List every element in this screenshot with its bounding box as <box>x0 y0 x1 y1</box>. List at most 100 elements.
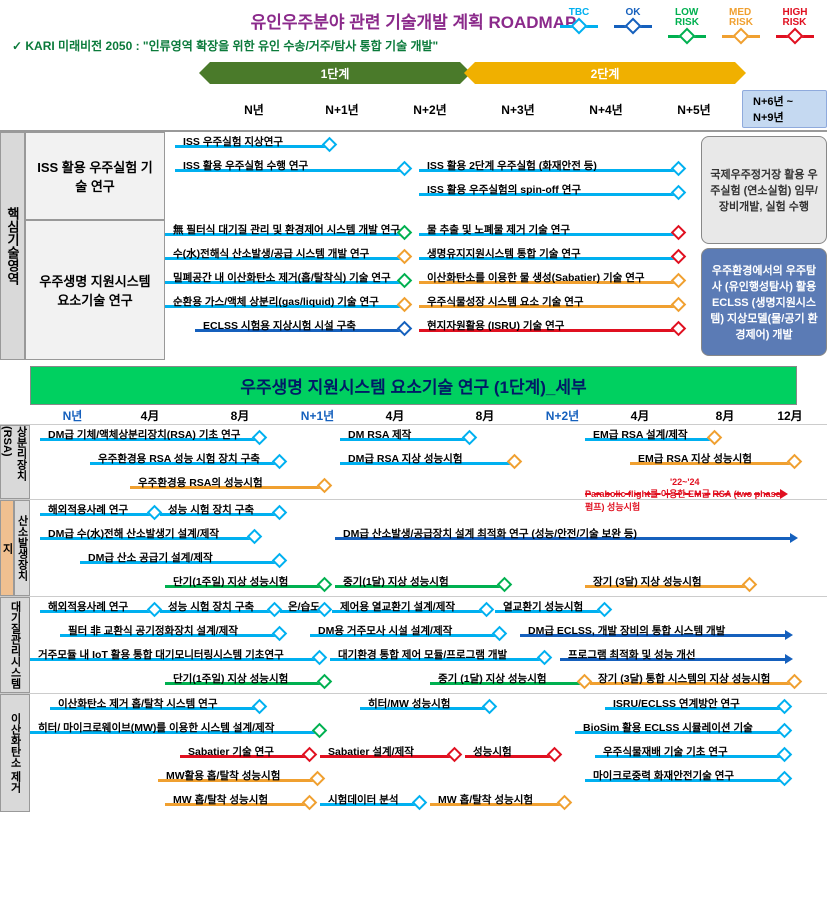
timeline-col: N+2년 <box>386 101 474 118</box>
milestone-diamond <box>479 602 495 618</box>
detail-section: 지산소발생장치해외적용사례 연구성능 시험 장치 구축DM급 수(水)전해 산소… <box>0 499 827 596</box>
timeline-label: 물 추출 및 노폐물 제거 기술 연구 <box>427 222 570 237</box>
timeline-label: 이산화탄소를 이용한 물 생성(Sabatier) 기술 연구 <box>427 270 645 285</box>
detail-col: 4月 <box>595 407 685 424</box>
detail-section: 대기질관리시스템 해외적용사례 연구 성능 시험 장치 구축 온/습도 제어용 열교환기… <box>0 596 827 693</box>
timeline-label: 열교환기 성능시험 <box>503 599 583 614</box>
detail-col: N년 <box>40 407 105 424</box>
timeline-col: N+3년 <box>474 101 562 118</box>
timeline-label: 이산화탄소 제거 홉/탈착 시스템 연구 <box>58 696 218 711</box>
detail-col: 8月 <box>195 407 285 424</box>
timeline-label: 중기(1달) 지상 성능시험 <box>343 574 449 589</box>
section-vlabel: 상분리장치(RSA) <box>0 425 30 499</box>
category-box: 우주생명 지원시스템 요소기술 연구 <box>25 220 165 360</box>
detail-col: 4月 <box>105 407 195 424</box>
annotation-note: '22~'24 <box>670 477 827 487</box>
milestone-diamond <box>302 795 318 811</box>
timeline-label: DM급 기체/액체상분리장치(RSA) 기초 연구 <box>48 427 240 442</box>
detail-area: 이산화탄소 제거 홉/탈착 시스템 연구 히터/MW 성능시험 ISRU/ECLSS… <box>30 694 827 812</box>
milestone-diamond <box>397 161 413 177</box>
milestone-diamond <box>742 577 758 593</box>
timeline-label: 해외적용사례 연구 <box>48 599 128 614</box>
milestone-diamond <box>322 137 338 153</box>
future-column: 국제우주정거장 활용 우주실험 (연소실험) 임무/장비개발, 실험 수행우주환… <box>697 132 827 360</box>
top-rows-area: ISS 우주실험 지상연구ISS 활용 우주실험 수행 연구ISS 활용 2단계… <box>165 132 697 360</box>
milestone-diamond <box>397 321 413 337</box>
timeline-label: 성능시험 <box>473 744 512 759</box>
timeline-label: 필터 非 교환식 공기정화장치 설계/제작 <box>68 623 238 638</box>
milestone-diamond <box>272 553 288 569</box>
timeline-label: ISS 활용 우주실험의 spin-off 연구 <box>427 182 581 197</box>
detail-col: 12月 <box>765 407 815 424</box>
timeline-col: N+5년 <box>650 101 738 118</box>
timeline-label: 온/습도 <box>288 599 320 614</box>
timeline-label: 제어용 열교환기 설계/제작 <box>340 599 455 614</box>
legend-item: TBC <box>559 8 599 42</box>
arrow-end-icon <box>785 630 793 640</box>
timeline-label: 히터/ 마이크로웨이브(MW)를 이용한 시스템 설계/제작 <box>38 720 274 735</box>
milestone-diamond <box>671 225 687 241</box>
timeline-label: 無 필터식 대기질 관리 및 환경제어 시스템 개발 연구 <box>173 222 400 237</box>
timeline-label: 히터/MW 성능시험 <box>368 696 450 711</box>
legend-item: HIGHRISK <box>775 8 815 42</box>
phase-bar: 1단계2단계 <box>210 62 740 88</box>
timeline-label: 마이크로중력 화재안전기술 연구 <box>593 768 734 783</box>
timeline-label: DM급 산소발생/공급장치 설계 최적화 연구 (성능/안전/기술 보완 등) <box>343 526 637 541</box>
detail-col: N+2년 <box>530 407 595 424</box>
timeline-col: N+4년 <box>562 101 650 118</box>
vlabel-core: 핵심기술영역 <box>0 132 25 360</box>
milestone-diamond <box>310 771 326 787</box>
timeline-label: ISS 활용 우주실험 수행 연구 <box>183 158 308 173</box>
detail-body: 상분리장치(RSA)DM급 기체/액체상분리장치(RSA) 기초 연구DM RS… <box>0 424 827 812</box>
timeline-label: 성능 시험 장치 구축 <box>168 502 254 517</box>
timeline-col: N년 <box>210 101 298 118</box>
timeline-label: 프로그램 최적화 및 성능 개선 <box>568 647 696 662</box>
timeline-label: 단기(1주일) 지상 성능시험 <box>173 574 288 589</box>
category-column: ISS 활용 우주실험 기술 연구우주생명 지원시스템 요소기술 연구 <box>25 132 165 360</box>
legend-item: LOWRISK <box>667 8 707 42</box>
detail-area: 해외적용사례 연구 성능 시험 장치 구축 DM급 수(水)전해 산소발생기 설계/… <box>30 500 827 596</box>
timeline-label: 해외적용사례 연구 <box>48 502 128 517</box>
milestone-diamond <box>447 747 463 763</box>
milestone-diamond <box>317 478 333 494</box>
milestone-diamond <box>492 626 508 642</box>
section-vlabel: 대기질관리시스템 <box>0 597 30 693</box>
milestone-diamond <box>312 723 328 739</box>
milestone-diamond <box>537 650 553 666</box>
milestone-diamond <box>777 723 793 739</box>
timeline-label: 단기(1주일) 지상 성능시험 <box>173 671 288 686</box>
top-section: 핵심기술영역 ISS 활용 우주실험 기술 연구우주생명 지원시스템 요소기술 … <box>0 130 827 360</box>
future-box: 우주환경에서의 우주탐사 (유인행성탐사) 활용 ECLSS (생명지원시스템)… <box>701 248 827 356</box>
milestone-diamond <box>482 699 498 715</box>
milestone-diamond <box>317 674 333 690</box>
milestone-diamond <box>671 297 687 313</box>
timeline-label: ECLSS 시험용 지상시험 시설 구축 <box>203 318 356 333</box>
timeline-label: DM급 수(水)전해 산소발생기 설계/제작 <box>48 526 219 541</box>
detail-header: N년4月8月N+1년4月8月N+2년4月8月12月 <box>40 407 827 424</box>
section-title: 우주생명 지원시스템 요소기술 연구 (1단계)_세부 <box>30 366 797 405</box>
section-prefix: 지 <box>0 500 14 596</box>
timeline-col: N+1년 <box>298 101 386 118</box>
timeline-label: MW활용 홉/탈착 성능시험 <box>166 768 280 783</box>
detail-section: 이산화탄소 제거 이산화탄소 제거 홉/탈착 시스템 연구 히터/MW 성능시험 IS… <box>0 693 827 812</box>
timeline-label: 밀폐공간 내 이산화탄소 제거(홉/탈착식) 기술 연구 <box>173 270 391 285</box>
legend-item: OK <box>613 8 653 42</box>
arrow-end-icon <box>790 533 798 543</box>
milestone-diamond <box>671 273 687 289</box>
milestone-diamond <box>272 505 288 521</box>
timeline-label: 성능 시험 장치 구축 <box>168 599 254 614</box>
milestone-diamond <box>272 626 288 642</box>
milestone-diamond <box>252 430 268 446</box>
section-vlabel: 이산화탄소 제거 <box>0 694 30 812</box>
timeline-label: 우주식물재배 기술 기초 연구 <box>603 744 728 759</box>
header: 유인우주분야 관련 기술개발 계획 ROADMAP KARI 미래비전 2050… <box>0 0 827 58</box>
milestone-diamond <box>777 747 793 763</box>
milestone-diamond <box>272 454 288 470</box>
milestone-diamond <box>671 249 687 265</box>
timeline-label: Sabatier 기술 연구 <box>188 744 274 759</box>
category-box: ISS 활용 우주실험 기술 연구 <box>25 132 165 220</box>
timeline-label: 거주모듈 내 IoT 활용 통합 대기모니터링시스템 기초연구 <box>38 647 284 662</box>
milestone-diamond <box>777 699 793 715</box>
timeline-label: ISRU/ECLSS 연계방안 연구 <box>613 696 740 711</box>
milestone-diamond <box>507 454 523 470</box>
